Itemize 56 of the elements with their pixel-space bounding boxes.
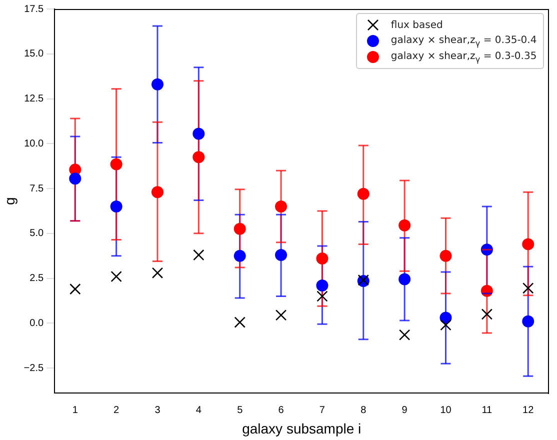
x-axis-title: galaxy subsample i [242,420,362,436]
point [481,308,493,320]
point [398,273,411,286]
point [275,310,287,321]
y-axis-title: g [1,197,18,205]
y-tick-label: 10.0 [24,138,44,150]
y-tick-label: 2.5 [30,273,44,284]
x-tick-label: 7 [319,404,326,416]
x-tick-label: 4 [196,404,202,416]
point [357,188,370,200]
point [234,222,246,235]
point [110,270,122,282]
legend-label: galaxy × shear,z$_{γ}$ = 0.35-0.4 [390,34,537,48]
point [316,279,328,292]
point [70,283,81,295]
x-tick-label: 5 [237,404,244,416]
point [192,128,205,140]
legend-label: galaxy × shear,z$_{γ}$ = 0.3-0.35 [390,50,537,64]
point [398,219,411,232]
point [316,252,328,265]
point [522,238,534,250]
point [522,282,534,294]
y-tick-label: 15.0 [24,48,44,60]
point [440,250,452,262]
x-tick-label: 6 [278,404,284,416]
y-tick-label: 0.0 [30,318,44,329]
point [110,158,122,170]
point [152,267,164,279]
y-tick-label: 17.5 [24,4,44,15]
point [398,329,410,340]
point [316,290,328,302]
x-tick-label: 11 [482,404,493,416]
point [110,200,122,212]
point [234,250,246,262]
x-tick-label: 3 [154,404,161,416]
y-tick-label: −2.5 [24,362,44,374]
point [275,200,288,212]
legend-label: flux based [390,20,443,30]
point [234,316,246,328]
x-tick-label: 8 [360,404,367,416]
point [151,78,164,90]
y-tick-label: 7.5 [30,183,44,194]
y-tick-label: 5.0 [30,228,44,240]
point [151,186,164,198]
x-tick-label: 10 [440,404,452,416]
x-tick-label: 9 [402,404,408,416]
point [69,172,82,185]
point [440,319,452,331]
point [192,151,205,164]
y-tick-label: 12.5 [24,94,44,105]
x-tick-label: 2 [114,404,120,416]
x-tick-label: 1 [72,404,78,416]
point [193,249,204,261]
point [275,248,288,261]
point [522,315,534,328]
x-tick-label: 12 [522,404,534,416]
